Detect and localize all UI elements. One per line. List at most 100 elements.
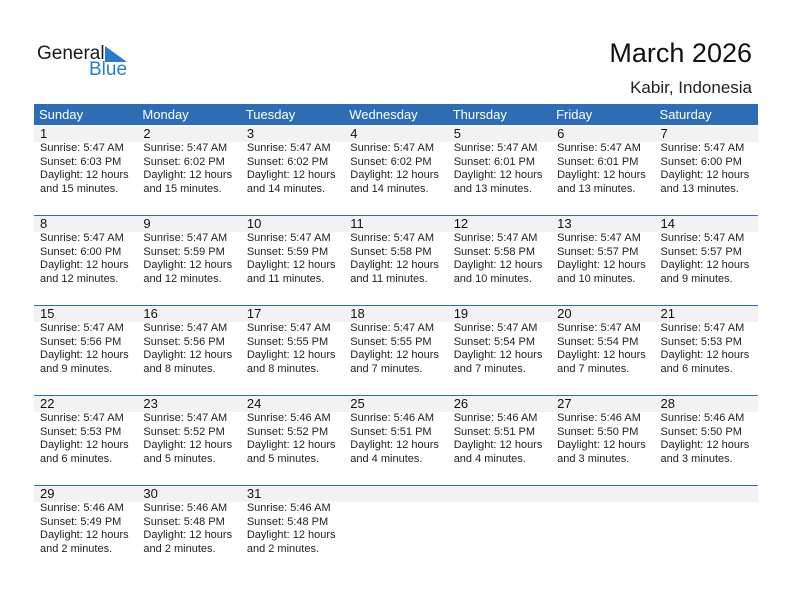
sunset-time: Sunset: 5:56 PM — [40, 335, 122, 348]
daylight-minutes: and 3 minutes. — [557, 452, 630, 465]
daylight-minutes: and 9 minutes. — [660, 272, 733, 285]
sunset-time: Sunset: 5:52 PM — [143, 425, 225, 438]
sunrise-time: Sunrise: 5:47 AM — [143, 142, 228, 154]
day-cell: 16 Sunrise: 5:47 AM Sunset: 5:56 PM Dayligh… — [137, 306, 241, 396]
weekday-thursday: Thursday — [452, 107, 507, 122]
daylight-hours: Daylight: 12 hours — [143, 529, 233, 541]
day-cell: 7 Sunrise: 5:47 AM Sunset: 6:00 PM Daylight… — [654, 126, 758, 216]
day-cell: 5 Sunrise: 5:47 AM Sunset: 6:01 PM Daylight… — [447, 126, 552, 216]
daylight-minutes: and 7 minutes. — [557, 362, 630, 375]
daylight-hours: Daylight: 12 hours — [246, 259, 336, 271]
sunset-time: Sunset: 5:51 PM — [350, 425, 432, 438]
sunset-time: Sunset: 6:00 PM — [40, 245, 122, 258]
day-cell: 18 Sunrise: 5:47 AM Sunset: 5:55 PM Dayligh… — [344, 306, 448, 396]
sunset-time: Sunset: 6:03 PM — [40, 155, 122, 168]
daylight-hours: Daylight: 12 hours — [660, 349, 750, 361]
sunset-time: Sunset: 5:56 PM — [143, 335, 225, 348]
day-cell: 20 Sunrise: 5:47 AM Sunset: 5:54 PM Dayligh… — [551, 306, 655, 396]
sunset-time: Sunset: 5:48 PM — [246, 515, 329, 528]
day-cell: 21 Sunrise: 5:47 AM Sunset: 5:53 PM Dayligh… — [654, 306, 758, 396]
daylight-hours: Daylight: 12 hours — [453, 349, 543, 361]
day-number: 25 — [344, 396, 448, 412]
day-number: 14 — [654, 216, 758, 232]
day-number: 9 — [137, 216, 241, 232]
day-number: 5 — [447, 126, 552, 142]
day-cell: 10 Sunrise: 5:47 AM Sunset: 5:59 PM Dayligh… — [240, 216, 345, 306]
day-cell: 25 Sunrise: 5:46 AM Sunset: 5:51 PM Dayligh… — [344, 396, 448, 486]
sunrise-time: Sunrise: 5:47 AM — [350, 142, 435, 154]
daylight-hours: Daylight: 12 hours — [557, 259, 646, 271]
day-number: 8 — [34, 216, 138, 232]
day-cell: 6 Sunrise: 5:47 AM Sunset: 6:01 PM Daylight… — [551, 126, 655, 216]
day-number: 19 — [447, 306, 552, 322]
day-cell: 19 Sunrise: 5:47 AM Sunset: 5:54 PM Dayligh… — [447, 306, 552, 396]
sunset-time: Sunset: 5:55 PM — [246, 335, 329, 348]
day-cell: 4 Sunrise: 5:47 AM Sunset: 6:02 PM Daylight… — [344, 126, 448, 216]
day-number: 24 — [240, 396, 345, 412]
sunrise-time: Sunrise: 5:47 AM — [143, 412, 228, 424]
daylight-minutes: and 2 minutes. — [40, 542, 113, 555]
daylight-minutes: and 6 minutes. — [40, 452, 113, 465]
sunset-time: Sunset: 5:59 PM — [246, 245, 329, 258]
sunrise-time: Sunrise: 5:47 AM — [557, 142, 641, 154]
daylight-hours: Daylight: 12 hours — [246, 529, 336, 541]
day-number: 28 — [654, 396, 758, 412]
sunrise-time: Sunrise: 5:47 AM — [350, 232, 435, 244]
daylight-minutes: and 11 minutes. — [350, 272, 428, 285]
day-number: 3 — [240, 126, 345, 142]
daylight-minutes: and 6 minutes. — [660, 362, 733, 375]
week-row: 22 Sunrise: 5:47 AM Sunset: 5:53 PM Dayligh… — [34, 395, 758, 486]
daylight-minutes: and 15 minutes. — [40, 182, 119, 195]
daylight-hours: Daylight: 12 hours — [660, 169, 750, 181]
sunset-time: Sunset: 6:02 PM — [143, 155, 225, 168]
day-cell: 3 Sunrise: 5:47 AM Sunset: 6:02 PM Daylight… — [240, 126, 345, 216]
sunset-time: Sunset: 5:53 PM — [660, 335, 742, 348]
sunset-time: Sunset: 5:48 PM — [143, 515, 225, 528]
daylight-hours: Daylight: 12 hours — [143, 259, 233, 271]
sunset-time: Sunset: 5:51 PM — [453, 425, 536, 438]
day-number — [654, 486, 758, 502]
sunrise-time: Sunrise: 5:47 AM — [246, 232, 331, 244]
day-number: 26 — [447, 396, 552, 412]
daylight-minutes: and 13 minutes. — [557, 182, 636, 195]
sunrise-time: Sunrise: 5:47 AM — [453, 142, 538, 154]
sunset-time: Sunset: 5:55 PM — [350, 335, 432, 348]
sunset-time: Sunset: 5:58 PM — [350, 245, 432, 258]
day-cell: 30 Sunrise: 5:46 AM Sunset: 5:48 PM Dayligh… — [137, 486, 241, 576]
sunset-time: Sunset: 5:58 PM — [453, 245, 536, 258]
day-cell: 2 Sunrise: 5:47 AM Sunset: 6:02 PM Daylight… — [137, 126, 241, 216]
daylight-minutes: and 3 minutes. — [660, 452, 733, 465]
weekday-saturday: Saturday — [659, 107, 712, 122]
daylight-minutes: and 14 minutes. — [246, 182, 326, 195]
day-number — [344, 486, 448, 502]
location: Kabir, Indonesia — [630, 78, 752, 97]
daylight-minutes: and 8 minutes. — [143, 362, 216, 375]
sunrise-time: Sunrise: 5:47 AM — [143, 322, 228, 334]
day-cell: 8 Sunrise: 5:47 AM Sunset: 6:00 PM Daylight… — [34, 216, 138, 306]
day-number: 18 — [344, 306, 448, 322]
day-cell: 31 Sunrise: 5:46 AM Sunset: 5:48 PM Dayligh… — [240, 486, 345, 576]
daylight-hours: Daylight: 12 hours — [143, 439, 233, 451]
daylight-hours: Daylight: 12 hours — [143, 349, 233, 361]
daylight-hours: Daylight: 12 hours — [350, 169, 439, 181]
sunrise-time: Sunrise: 5:46 AM — [246, 502, 331, 514]
day-number: 7 — [654, 126, 758, 142]
day-number: 23 — [137, 396, 241, 412]
day-number: 13 — [551, 216, 655, 232]
daylight-hours: Daylight: 12 hours — [350, 439, 439, 451]
day-number: 12 — [447, 216, 552, 232]
day-cell: 13 Sunrise: 5:47 AM Sunset: 5:57 PM Dayligh… — [551, 216, 655, 306]
daylight-hours: Daylight: 12 hours — [660, 259, 750, 271]
sunrise-time: Sunrise: 5:47 AM — [246, 322, 331, 334]
day-number: 10 — [240, 216, 345, 232]
day-number: 17 — [240, 306, 345, 322]
day-number: 15 — [34, 306, 138, 322]
logo-triangle-icon — [105, 46, 127, 62]
day-cell: 24 Sunrise: 5:46 AM Sunset: 5:52 PM Dayligh… — [240, 396, 345, 486]
weekday-friday: Friday — [556, 107, 593, 122]
day-cell: 11 Sunrise: 5:47 AM Sunset: 5:58 PM Dayligh… — [344, 216, 448, 306]
daylight-hours: Daylight: 12 hours — [557, 439, 646, 451]
sunset-time: Sunset: 5:49 PM — [40, 515, 122, 528]
day-number: 27 — [551, 396, 655, 412]
day-cell: 1 Sunrise: 5:47 AM Sunset: 6:03 PM Daylight… — [34, 126, 138, 216]
